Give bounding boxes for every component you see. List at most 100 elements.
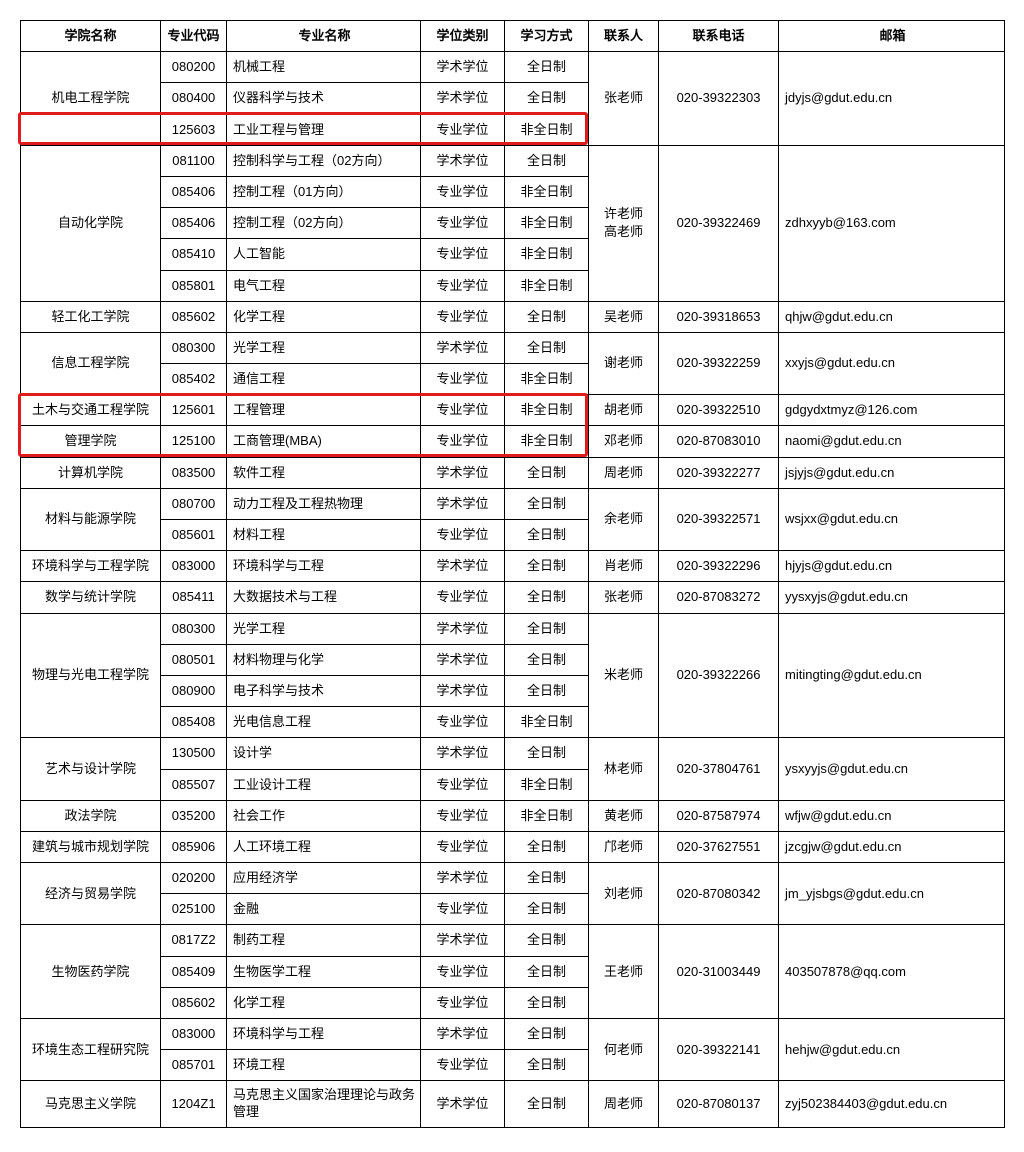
cell-major: 工商管理(MBA) xyxy=(227,426,421,457)
cell-major: 制药工程 xyxy=(227,925,421,956)
cell-degree: 专业学位 xyxy=(421,894,505,925)
table-row: 物理与光电工程学院080300光学工程学术学位全日制米老师020-3932226… xyxy=(21,613,1005,644)
cell-degree: 专业学位 xyxy=(421,520,505,551)
cell-major: 大数据技术与工程 xyxy=(227,582,421,613)
cell-degree: 学术学位 xyxy=(421,332,505,363)
cell-major: 金融 xyxy=(227,894,421,925)
cell-degree: 学术学位 xyxy=(421,551,505,582)
cell-phone: 020-37804761 xyxy=(659,738,779,800)
cell-code: 085408 xyxy=(161,707,227,738)
cell-major: 环境科学与工程 xyxy=(227,551,421,582)
cell-contact: 周老师 xyxy=(589,1081,659,1128)
cell-major: 工业工程与管理 xyxy=(227,114,421,145)
table-row: 材料与能源学院080700动力工程及工程热物理学术学位全日制余老师020-393… xyxy=(21,488,1005,519)
cell-mode: 非全日制 xyxy=(505,208,589,239)
cell-contact: 谢老师 xyxy=(589,332,659,394)
cell-mode: 非全日制 xyxy=(505,270,589,301)
cell-mode: 全日制 xyxy=(505,925,589,956)
cell-code: 125603 xyxy=(161,114,227,145)
cell-mode: 全日制 xyxy=(505,1050,589,1081)
cell-major: 材料物理与化学 xyxy=(227,644,421,675)
th-major: 专业名称 xyxy=(227,21,421,52)
cell-phone: 020-39322277 xyxy=(659,457,779,488)
cell-phone: 020-39322296 xyxy=(659,551,779,582)
cell-mode: 非全日制 xyxy=(505,800,589,831)
th-code: 专业代码 xyxy=(161,21,227,52)
cell-college: 政法学院 xyxy=(21,800,161,831)
cell-major: 电气工程 xyxy=(227,270,421,301)
cell-mode: 全日制 xyxy=(505,1019,589,1050)
cell-mode: 全日制 xyxy=(505,520,589,551)
cell-email: jm_yjsbgs@gdut.edu.cn xyxy=(779,863,1005,925)
cell-code: 080900 xyxy=(161,675,227,706)
cell-code: 083500 xyxy=(161,457,227,488)
table-row: 机电工程学院080200机械工程学术学位全日制张老师020-39322303jd… xyxy=(21,52,1005,83)
cell-major: 软件工程 xyxy=(227,457,421,488)
cell-email: hehjw@gdut.edu.cn xyxy=(779,1019,1005,1081)
cell-code: 0817Z2 xyxy=(161,925,227,956)
cell-mode: 非全日制 xyxy=(505,364,589,395)
cell-phone: 020-39322266 xyxy=(659,613,779,738)
cell-major: 马克思主义国家治理理论与政务管理 xyxy=(227,1081,421,1128)
cell-degree: 专业学位 xyxy=(421,769,505,800)
table-row: 环境科学与工程学院083000环境科学与工程学术学位全日制肖老师020-3932… xyxy=(21,551,1005,582)
cell-phone: 020-39318653 xyxy=(659,301,779,332)
cell-code: 085406 xyxy=(161,176,227,207)
cell-code: 125601 xyxy=(161,395,227,426)
cell-degree: 学术学位 xyxy=(421,145,505,176)
cell-email: zdhxyyb@163.com xyxy=(779,145,1005,301)
cell-degree: 学术学位 xyxy=(421,457,505,488)
cell-phone: 020-39322571 xyxy=(659,488,779,550)
cell-code: 1204Z1 xyxy=(161,1081,227,1128)
th-email: 邮箱 xyxy=(779,21,1005,52)
cell-major: 电子科学与技术 xyxy=(227,675,421,706)
cell-mode: 全日制 xyxy=(505,488,589,519)
cell-code: 083000 xyxy=(161,1019,227,1050)
cell-degree: 学术学位 xyxy=(421,1019,505,1050)
cell-degree: 学术学位 xyxy=(421,613,505,644)
cell-major: 控制工程（02方向） xyxy=(227,208,421,239)
table-row: 轻工化工学院085602化学工程专业学位全日制吴老师020-39318653qh… xyxy=(21,301,1005,332)
cell-major: 工程管理 xyxy=(227,395,421,426)
cell-code: 035200 xyxy=(161,800,227,831)
cell-contact: 张老师 xyxy=(589,52,659,146)
table-row: 政法学院035200社会工作专业学位非全日制黄老师020-87587974wfj… xyxy=(21,800,1005,831)
cell-degree: 专业学位 xyxy=(421,208,505,239)
table-row: 数学与统计学院085411大数据技术与工程专业学位全日制张老师020-87083… xyxy=(21,582,1005,613)
cell-degree: 专业学位 xyxy=(421,114,505,145)
cell-major: 光学工程 xyxy=(227,332,421,363)
table-row: 环境生态工程研究院083000环境科学与工程学术学位全日制何老师020-3932… xyxy=(21,1019,1005,1050)
cell-mode: 非全日制 xyxy=(505,239,589,270)
cell-contact: 胡老师 xyxy=(589,395,659,426)
cell-degree: 学术学位 xyxy=(421,1081,505,1128)
cell-mode: 非全日制 xyxy=(505,114,589,145)
cell-code: 080501 xyxy=(161,644,227,675)
cell-degree: 专业学位 xyxy=(421,301,505,332)
cell-degree: 学术学位 xyxy=(421,738,505,769)
cell-degree: 学术学位 xyxy=(421,644,505,675)
cell-major: 设计学 xyxy=(227,738,421,769)
cell-major: 仪器科学与技术 xyxy=(227,83,421,114)
cell-degree: 学术学位 xyxy=(421,488,505,519)
cell-degree: 专业学位 xyxy=(421,987,505,1018)
cell-major: 人工环境工程 xyxy=(227,831,421,862)
cell-phone: 020-87080137 xyxy=(659,1081,779,1128)
cell-major: 环境科学与工程 xyxy=(227,1019,421,1050)
cell-phone: 020-87083010 xyxy=(659,426,779,457)
cell-major: 化学工程 xyxy=(227,987,421,1018)
cell-major: 社会工作 xyxy=(227,800,421,831)
cell-phone: 020-37627551 xyxy=(659,831,779,862)
cell-major: 人工智能 xyxy=(227,239,421,270)
cell-contact: 米老师 xyxy=(589,613,659,738)
cell-mode: 非全日制 xyxy=(505,176,589,207)
cell-mode: 非全日制 xyxy=(505,707,589,738)
cell-major: 生物医学工程 xyxy=(227,956,421,987)
table-row: 马克思主义学院1204Z1马克思主义国家治理理论与政务管理学术学位全日制周老师0… xyxy=(21,1081,1005,1128)
cell-major: 机械工程 xyxy=(227,52,421,83)
table-row: 经济与贸易学院020200应用经济学学术学位全日制刘老师020-87080342… xyxy=(21,863,1005,894)
cell-major: 应用经济学 xyxy=(227,863,421,894)
cell-mode: 非全日制 xyxy=(505,426,589,457)
cell-degree: 专业学位 xyxy=(421,270,505,301)
cell-contact: 肖老师 xyxy=(589,551,659,582)
cell-major: 动力工程及工程热物理 xyxy=(227,488,421,519)
